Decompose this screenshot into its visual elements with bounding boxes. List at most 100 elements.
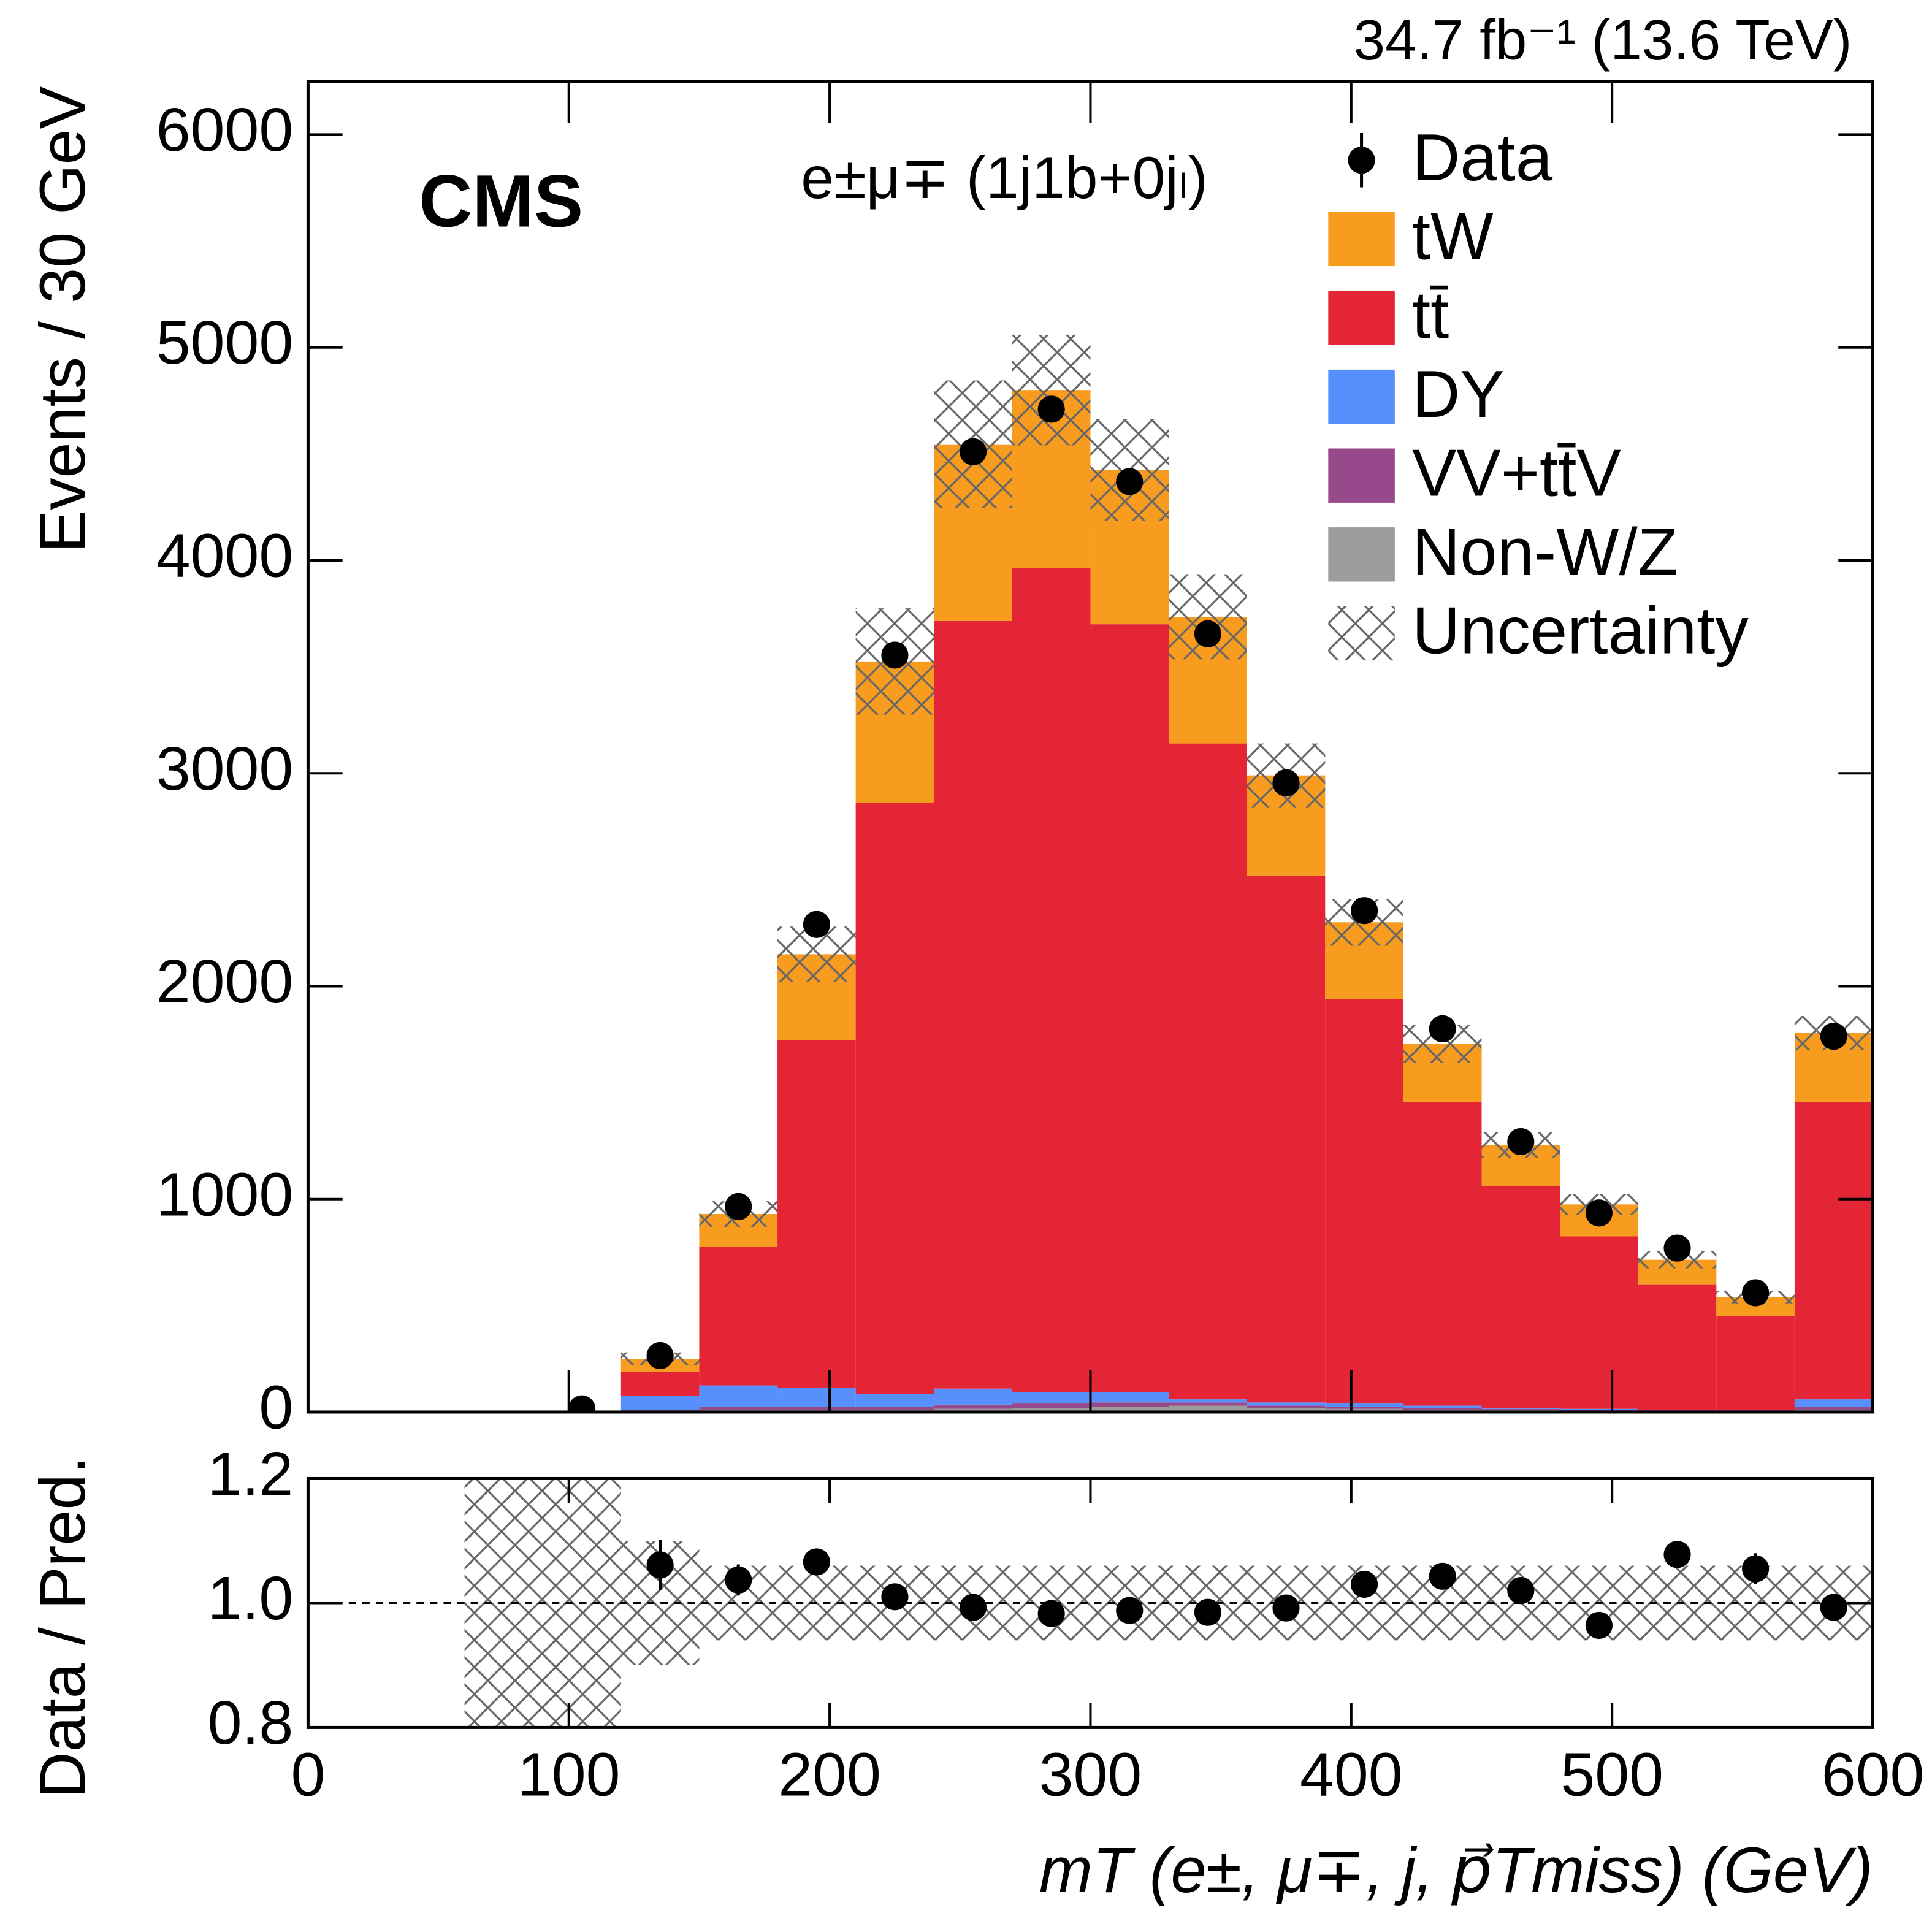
- stack-bar: [1169, 1405, 1247, 1412]
- stack-bar: [1638, 1284, 1717, 1410]
- stack-bar: [1716, 1316, 1795, 1410]
- x-tick-label: 200: [778, 1740, 881, 1809]
- stack-bar: [620, 1396, 700, 1410]
- y-tick-label: 6000: [156, 96, 294, 164]
- ratio-point: [725, 1566, 752, 1594]
- legend-label: Non-W/Z: [1412, 514, 1678, 589]
- stack-bar: [934, 1404, 1012, 1409]
- stack-bar: [1247, 1402, 1326, 1406]
- stack-bar: [1560, 1410, 1638, 1411]
- stack-bar: [855, 803, 934, 1394]
- stack-bar: [1403, 1102, 1482, 1406]
- stack-bar: [1325, 999, 1403, 1404]
- stack-bar: [1794, 1407, 1873, 1410]
- stack-bar: [777, 1388, 856, 1407]
- stack-bar: [1090, 1407, 1169, 1412]
- stack-bar: [1325, 1408, 1403, 1412]
- y-tick-label: 2000: [156, 947, 294, 1016]
- stack-bar: [1169, 1402, 1247, 1406]
- stack-bar: [1403, 1405, 1482, 1408]
- uncertainty-band: [1012, 334, 1091, 446]
- stack-bar: [855, 1394, 934, 1407]
- data-point: [1585, 1199, 1613, 1227]
- data-point: [1820, 1022, 1847, 1050]
- legend-label: tt̄: [1412, 278, 1449, 352]
- data-point: [1663, 1234, 1691, 1262]
- y-tick-label: 1.2: [208, 1440, 294, 1508]
- data-point: [881, 641, 909, 669]
- x-tick-label: 300: [1039, 1740, 1142, 1809]
- y-tick-label: 5000: [156, 308, 294, 377]
- y-tick-label: 4000: [156, 521, 294, 590]
- ratio-point: [1742, 1555, 1770, 1583]
- legend-label: tW: [1412, 199, 1494, 273]
- stack-bar: [855, 1407, 934, 1410]
- stack-bar: [1481, 1408, 1560, 1410]
- data-point: [1194, 620, 1221, 647]
- ratio-y-axis-label: Data / Pred.: [27, 1456, 99, 1798]
- stack-bar: [1090, 624, 1169, 1392]
- data-point: [1350, 897, 1378, 925]
- ratio-point: [1194, 1598, 1221, 1626]
- stack-bar: [1247, 875, 1326, 1403]
- data-point: [1037, 395, 1065, 423]
- data-point: [1429, 1015, 1456, 1043]
- stack-bar: [699, 1385, 778, 1407]
- stack-bar: [1794, 1102, 1873, 1400]
- y-tick-label: 0.8: [208, 1689, 294, 1757]
- data-point: [1116, 468, 1144, 495]
- stack-bar: [1247, 1405, 1326, 1408]
- stack-bar: [934, 1408, 1012, 1412]
- x-tick-label: 100: [517, 1740, 620, 1809]
- legend-swatch: [1328, 369, 1395, 424]
- legend-swatch: [1328, 606, 1395, 661]
- y-tick-label: 1.0: [208, 1564, 294, 1633]
- ratio-point: [1272, 1594, 1300, 1622]
- ratio-point: [1037, 1600, 1065, 1627]
- stack-bar: [1012, 1408, 1091, 1412]
- stack-bar: [1012, 568, 1091, 1392]
- data-point: [1742, 1279, 1770, 1307]
- stack-bar: [934, 620, 1012, 1389]
- ratio-point: [803, 1548, 830, 1576]
- stack-bar: [620, 1410, 700, 1411]
- channel-label: e±μ∓ (1j1b+0jₗ): [801, 145, 1208, 211]
- data-point: [725, 1193, 752, 1220]
- ratio-point: [1350, 1570, 1378, 1598]
- stack-bar: [1247, 1408, 1326, 1412]
- data-point: [803, 911, 830, 938]
- main-plot-area: [568, 334, 1873, 1412]
- main-frame: [306, 80, 1875, 1414]
- x-tick-label: 400: [1300, 1740, 1403, 1809]
- y-tick-label: 3000: [156, 735, 294, 803]
- lumi-label: 34.7 fb⁻¹ (13.6 TeV): [1354, 8, 1852, 72]
- ratio-plot-area: [308, 1478, 1873, 1728]
- y-axis-label: Events / 30 GeV: [27, 86, 99, 552]
- y-tick-label: 0: [259, 1373, 293, 1442]
- y-tick-label: 1000: [156, 1160, 294, 1229]
- data-point: [646, 1342, 674, 1370]
- ratio-point: [1820, 1594, 1847, 1621]
- legend-swatch: [1328, 448, 1395, 503]
- stack-bar: [1560, 1408, 1638, 1410]
- stack-bar: [1716, 1410, 1795, 1411]
- legend-swatch: [1328, 291, 1395, 345]
- stack-bar: [1403, 1408, 1482, 1410]
- legend-label: DY: [1412, 357, 1505, 431]
- experiment-label: CMS: [419, 159, 583, 242]
- x-tick-label: 600: [1822, 1740, 1925, 1809]
- ratio-point: [1429, 1562, 1456, 1590]
- ratio-point: [959, 1594, 987, 1621]
- stack-bar: [699, 1407, 778, 1410]
- x-tick-label: 500: [1560, 1740, 1663, 1809]
- stack-bar: [934, 1388, 1012, 1405]
- legend-swatch: [1328, 527, 1395, 582]
- data-point: [959, 438, 987, 465]
- stack-bar: [1090, 1402, 1169, 1407]
- stack-bar: [1794, 1399, 1873, 1407]
- stack-bar: [1325, 1403, 1403, 1407]
- stack-bar: [1560, 1236, 1638, 1409]
